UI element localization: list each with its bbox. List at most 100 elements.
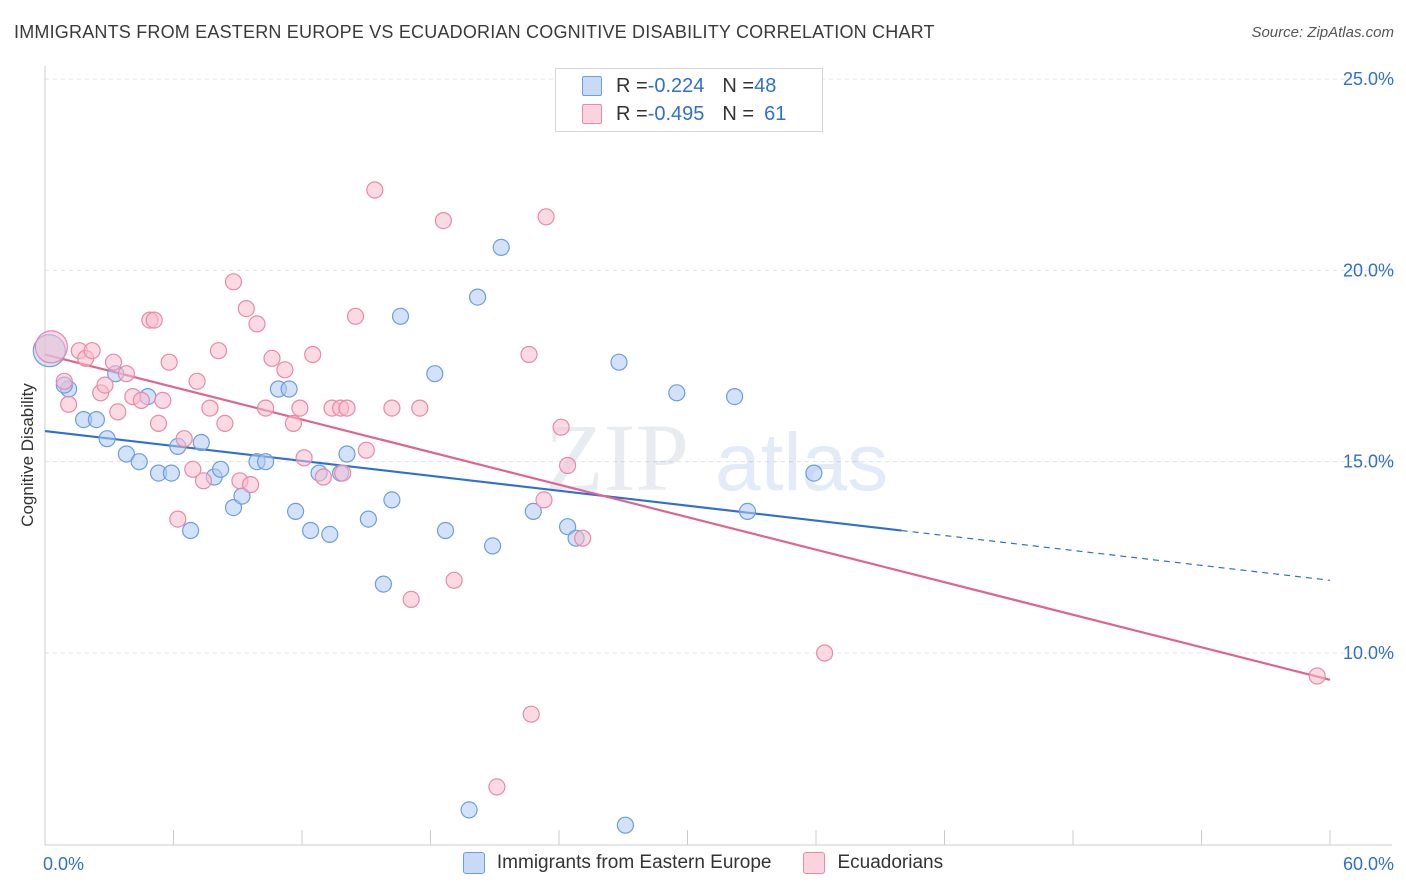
point-pink: [209, 342, 228, 360]
point-blue: [484, 537, 502, 555]
series-legend: Immigrants from Eastern Europe Ecuadoria…: [0, 852, 1406, 874]
point-pink: [149, 414, 168, 432]
point-pink: [291, 399, 309, 417]
axes: [44, 66, 1392, 846]
legend-n-value: 48: [754, 74, 777, 97]
source-credit: Source: ZipAtlas.com: [1251, 24, 1394, 41]
point-pink: [216, 414, 234, 432]
point-pink: [248, 315, 266, 333]
point-pink: [346, 307, 365, 325]
point-blue: [524, 502, 542, 520]
point-pink: [160, 353, 178, 371]
point-blue: [212, 460, 230, 478]
point-blue: [117, 445, 136, 463]
point-pink: [522, 705, 540, 723]
point-pink: [175, 430, 193, 448]
legend-r-label: R =: [616, 102, 648, 125]
point-blue: [192, 433, 210, 452]
point-pink: [402, 590, 420, 609]
point-blue: [668, 384, 686, 402]
point-blue: [302, 521, 320, 540]
series-swatch-blue: [462, 852, 485, 874]
series-swatch-pink: [803, 852, 826, 874]
point-pink: [242, 476, 260, 494]
point-blue: [738, 502, 757, 520]
point-pink: [145, 311, 163, 329]
point-pink: [537, 208, 555, 226]
point-pink: [520, 345, 538, 364]
x-tick-label: 60.0%: [1343, 854, 1394, 874]
point-pink: [357, 441, 375, 459]
point-pink: [314, 468, 332, 486]
series-legend-item-pink: Ecuadorians: [803, 852, 943, 874]
point-blue: [805, 464, 823, 482]
point-pink: [117, 365, 136, 383]
point-blue: [383, 491, 401, 509]
point-blue: [87, 411, 106, 429]
point-pink: [188, 372, 206, 390]
point-blue: [224, 499, 243, 517]
point-pink: [34, 330, 69, 364]
point-blue: [182, 521, 200, 540]
y-tick-label: 15.0%: [1343, 452, 1394, 472]
legend-r-label: R =: [616, 74, 648, 97]
point-pink: [194, 472, 213, 490]
point-pink: [304, 345, 322, 364]
point-pink: [334, 464, 352, 482]
point-blue: [98, 430, 116, 448]
point-pink: [154, 391, 172, 409]
y-tick-label: 20.0%: [1343, 260, 1394, 280]
chart-title: IMMIGRANTS FROM EASTERN EUROPE VS ECUADO…: [14, 22, 935, 42]
legend-n-value: 61: [764, 102, 787, 125]
point-pink: [552, 418, 570, 436]
legend-n-label: N =: [722, 74, 755, 97]
point-blue: [610, 353, 628, 371]
point-blue: [287, 502, 305, 520]
trend-line-blue: [44, 429, 902, 532]
y-tick-label: 25.0%: [1343, 69, 1394, 89]
series-name-pink: Ecuadorians: [837, 852, 944, 873]
series-legend-item-blue: Immigrants from Eastern Europe: [462, 852, 772, 874]
x-tick-label: 0.0%: [43, 854, 84, 874]
point-pink: [83, 342, 101, 360]
legend-row-pink: R = -0.495 N = 61: [582, 101, 786, 127]
point-blue: [162, 464, 180, 482]
point-blue: [725, 388, 744, 406]
point-blue: [558, 518, 577, 536]
y-tick-label: 10.0%: [1343, 643, 1394, 663]
point-blue: [469, 288, 487, 306]
series-name-blue: Immigrants from Eastern Europe: [496, 852, 772, 873]
legend-swatch-blue: [582, 76, 602, 96]
point-pink: [411, 399, 429, 417]
point-blue: [374, 575, 392, 593]
point-pink: [263, 349, 281, 367]
point-pink: [201, 399, 219, 417]
point-pink: [284, 414, 302, 432]
point-pink: [338, 399, 356, 417]
legend-swatch-pink: [582, 104, 602, 124]
point-pink: [276, 361, 294, 379]
y-axis-label: Cognitive Disability: [18, 383, 37, 527]
point-pink: [55, 372, 73, 390]
correlation-legend: R = -0.224 N = 48 R = -0.495 N = 61: [555, 68, 823, 132]
point-pink: [169, 510, 187, 528]
point-blue: [492, 238, 510, 256]
point-blue: [321, 525, 339, 544]
point-pink: [488, 778, 506, 796]
point-pink: [184, 460, 202, 478]
tick-labels: 10.0% 15.0% 20.0% 25.0% 0.0% 60.0%: [43, 69, 1394, 874]
legend-r-value: -0.495: [647, 102, 705, 125]
watermark-atlas: atlas: [715, 417, 888, 508]
point-pink: [59, 395, 78, 413]
point-pink: [109, 403, 127, 421]
point-pink: [257, 399, 275, 417]
data-points: [32, 181, 1326, 834]
point-blue: [280, 380, 298, 398]
point-pink: [132, 391, 150, 409]
point-pink: [237, 300, 255, 318]
trend-line-blue-dashed: [901, 529, 1331, 581]
point-blue: [436, 521, 455, 540]
point-pink: [558, 456, 577, 475]
point-blue: [257, 453, 275, 471]
